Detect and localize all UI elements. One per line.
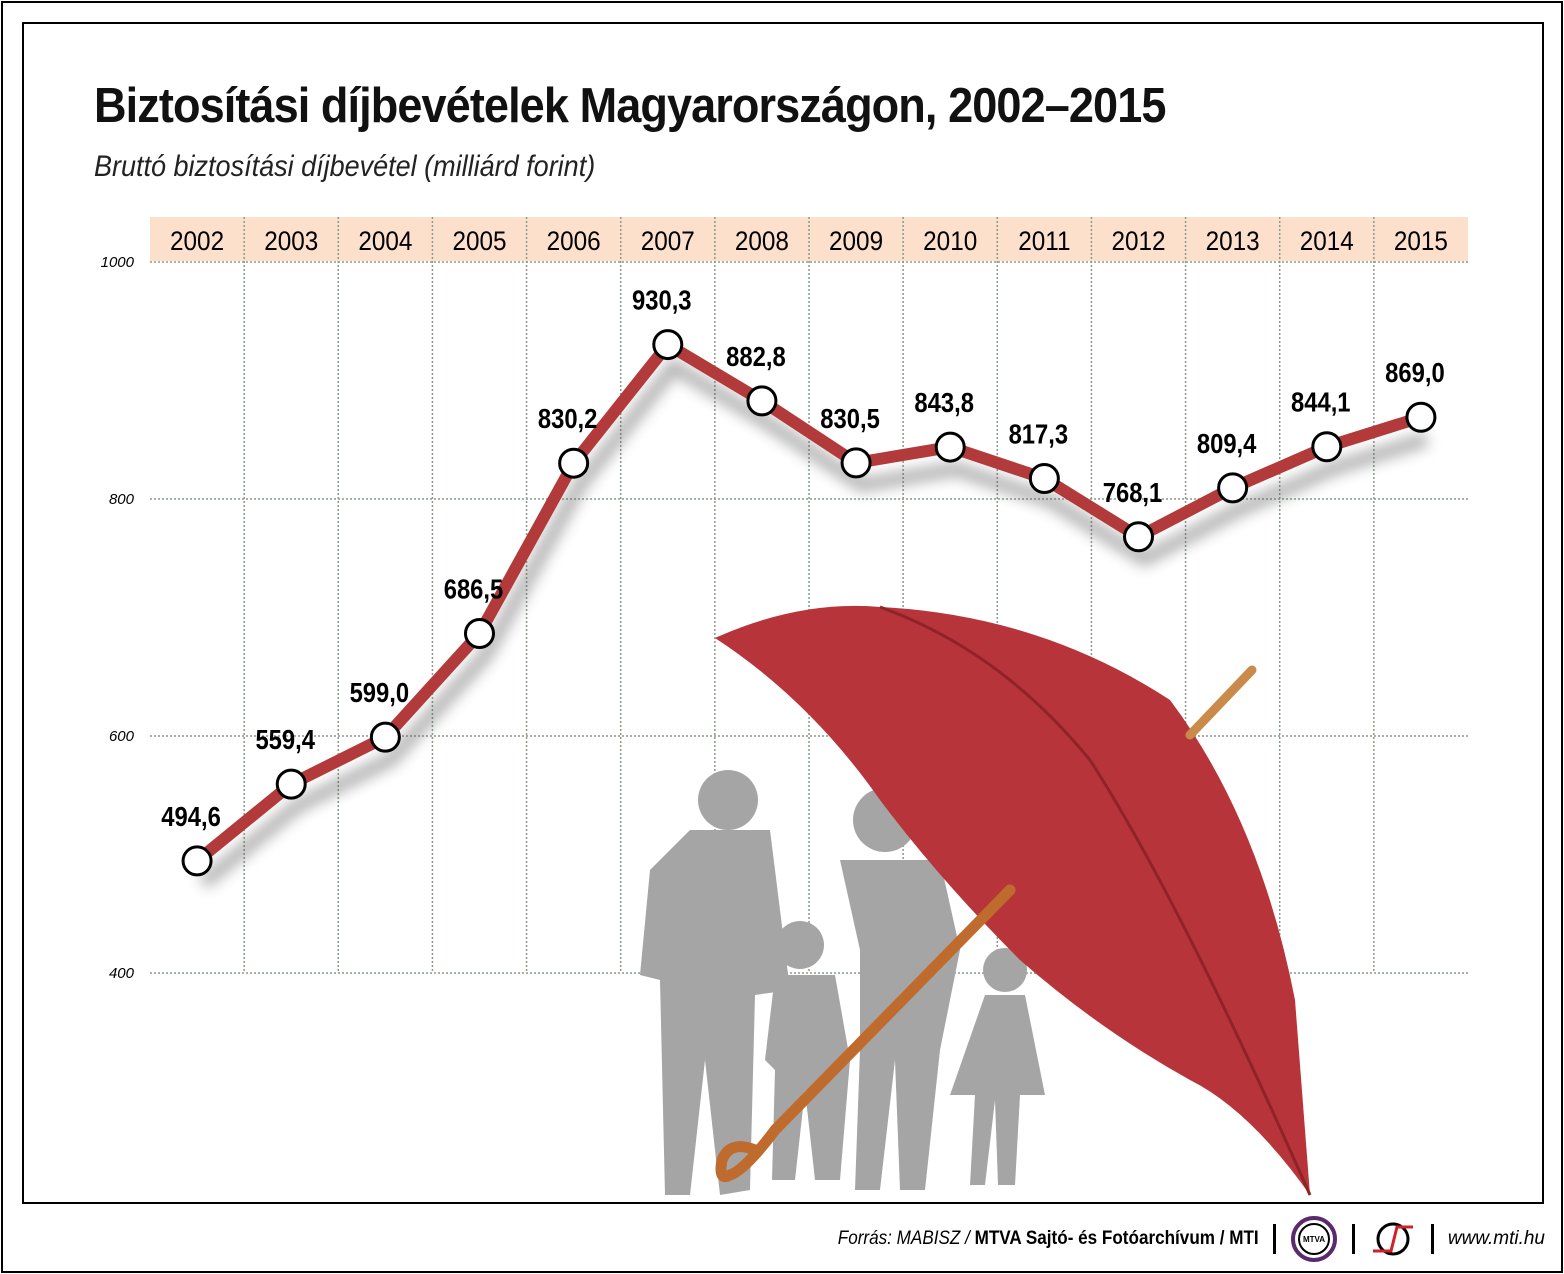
data-point (558, 447, 590, 479)
umbrella-family-illustration (640, 605, 1312, 1196)
x-tick-label: 2006 (547, 227, 601, 256)
x-tick-label: 2007 (641, 227, 695, 256)
source-prefix: Forrás: MABISZ / (837, 1228, 975, 1249)
x-tick-label: 2010 (923, 227, 977, 256)
data-label: 930,3 (632, 284, 692, 316)
chart-subtitle: Bruttó biztosítási díjbevétel (milliárd … (94, 150, 596, 183)
divider (1272, 1224, 1276, 1254)
data-label: 686,5 (444, 573, 504, 605)
chart-title: Biztosítási díjbevételek Magyarországon,… (94, 79, 1166, 133)
data-point (464, 617, 495, 649)
data-label: 830,5 (820, 402, 880, 434)
data-label: 869,0 (1385, 356, 1445, 388)
y-tick-label: 1000 (101, 254, 135, 271)
series-line (193, 338, 1423, 866)
mtva-logo: MTVA (1290, 1216, 1337, 1262)
data-label: 843,8 (914, 386, 974, 418)
x-tick-label: 2005 (452, 227, 506, 256)
family-silhouette (640, 770, 1045, 1195)
data-label: 494,6 (161, 800, 221, 832)
data-point (746, 385, 778, 417)
data-point (840, 447, 872, 479)
data-label: 882,8 (726, 340, 786, 372)
data-label: 599,0 (350, 676, 410, 708)
umbrella-canopy (715, 605, 1310, 1195)
data-point (275, 768, 307, 800)
data-point (1311, 431, 1343, 463)
footer: Forrás: MABISZ / MTVA Sajtó- és Fotóarch… (0, 1216, 1545, 1262)
data-label: 817,3 (1009, 418, 1069, 450)
data-point (652, 329, 684, 361)
x-tick-label: 2013 (1206, 227, 1260, 256)
divider (1430, 1224, 1434, 1254)
data-label: 768,1 (1103, 476, 1163, 508)
data-label: 830,2 (538, 402, 598, 434)
line-shadow (198, 357, 1430, 889)
svg-text:MTVA: MTVA (1303, 1235, 1325, 1244)
mti-logo (1372, 1222, 1413, 1256)
website-link[interactable]: www.mti.hu (1447, 1228, 1545, 1249)
x-tick-label: 2002 (170, 227, 224, 256)
umbrella-tip (1185, 665, 1257, 740)
x-tick-label: 2012 (1111, 227, 1165, 256)
x-tick-label: 2004 (358, 227, 412, 256)
data-point (1123, 521, 1154, 553)
x-tick-label: 2014 (1300, 227, 1354, 256)
source-text: Forrás: MABISZ / MTVA Sajtó- és Fotóarch… (838, 1228, 1259, 1250)
data-point (1028, 462, 1060, 494)
y-tick-label: 600 (109, 728, 135, 745)
inner-frame (22, 22, 1544, 1204)
x-tick-label: 2009 (829, 227, 883, 256)
source-agency: MTVA Sajtó- és Fotóarchívum / MTI (974, 1228, 1259, 1249)
data-label: 559,4 (255, 723, 315, 755)
x-tick-label: 2015 (1394, 227, 1448, 256)
x-tick-label: 2008 (735, 227, 789, 256)
data-label: 809,4 (1197, 427, 1257, 459)
divider (1351, 1224, 1355, 1254)
data-point (369, 721, 401, 753)
data-label: 844,1 (1291, 386, 1351, 418)
y-tick-label: 800 (109, 491, 135, 508)
data-point (1217, 472, 1249, 504)
x-tick-label: 2011 (1018, 227, 1070, 256)
y-tick-label: 400 (109, 965, 135, 982)
data-point (181, 845, 213, 877)
umbrella-handle (715, 884, 1016, 1183)
data-point (1405, 401, 1437, 433)
x-tick-label: 2003 (264, 227, 318, 256)
data-point (934, 431, 966, 463)
